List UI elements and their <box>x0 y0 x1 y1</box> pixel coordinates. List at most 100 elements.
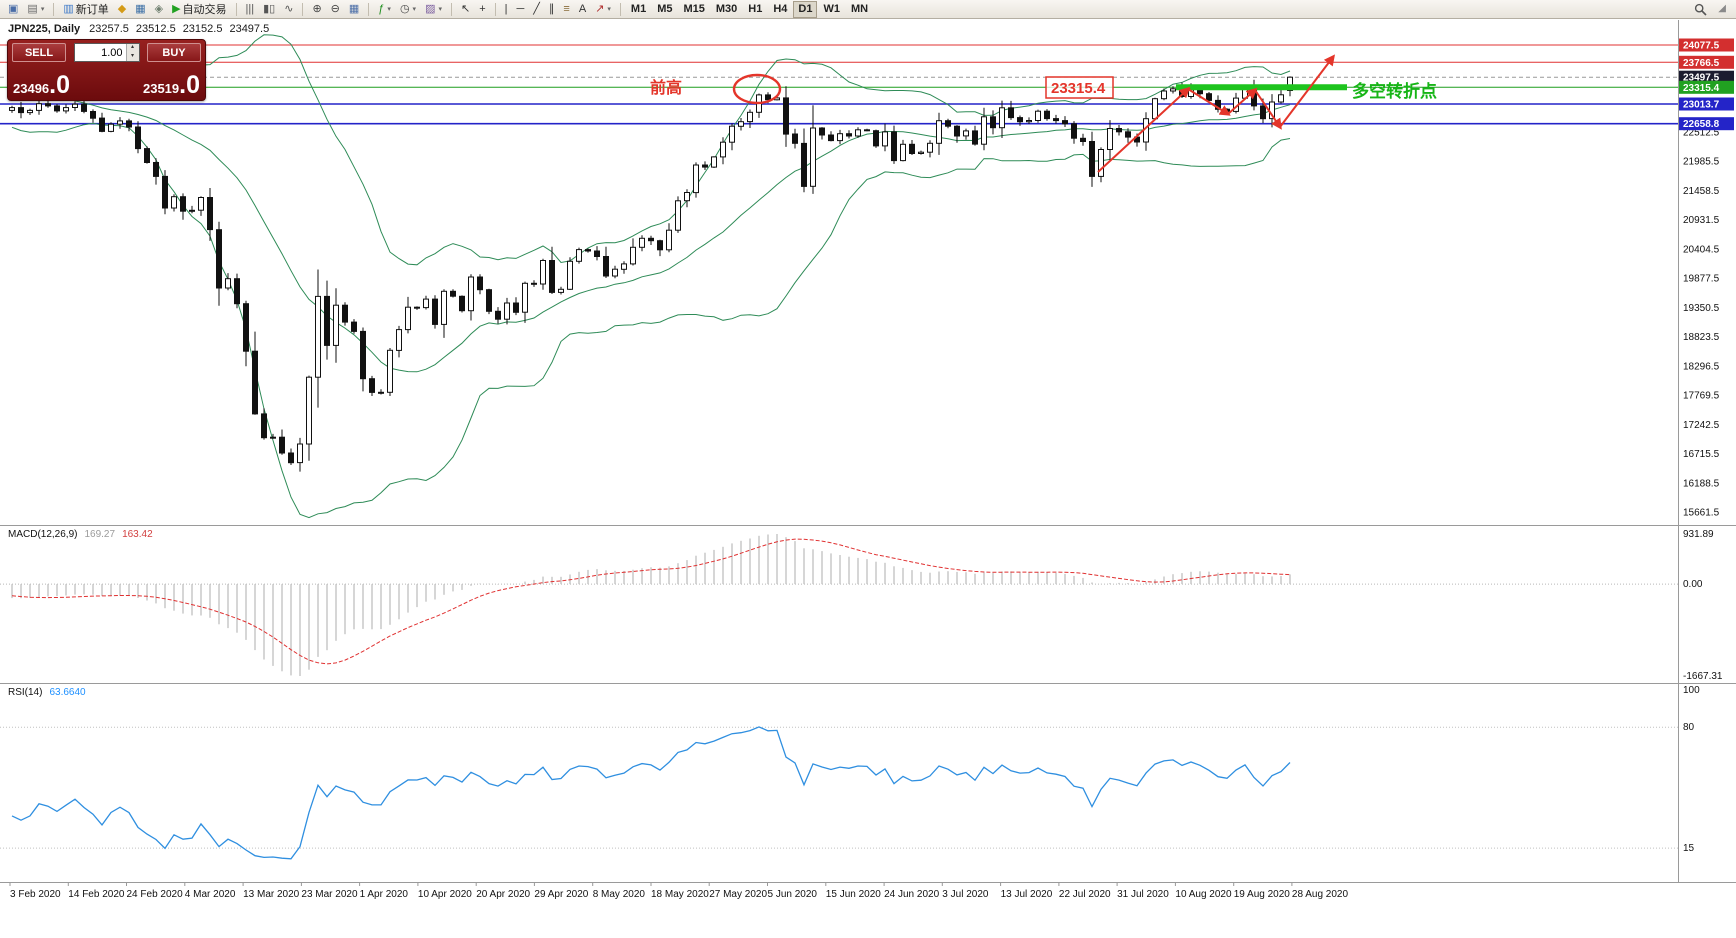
trend-arrow[interactable] <box>1097 86 1191 173</box>
time-axis-label: 14 Feb 2020 <box>68 889 125 900</box>
macd-axis-label: 931.89 <box>1683 529 1714 540</box>
timeframe-m15[interactable]: M15 <box>678 1 709 18</box>
templates-button[interactable]: ▨ ▾ <box>421 1 446 18</box>
new-order-button[interactable]: ▥ 新订单 <box>59 1 112 18</box>
trend-arrow[interactable] <box>1227 87 1258 115</box>
volume-up-icon[interactable]: ▴ <box>126 44 139 53</box>
ohlc-high: 23512.5 <box>135 23 176 35</box>
price-axis-label: 19877.5 <box>1683 274 1720 285</box>
crosshair-icon: + <box>479 2 486 15</box>
timeframe-d1[interactable]: D1 <box>793 0 818 18</box>
volume-input[interactable]: 1.00 ▴ ▾ <box>73 43 140 62</box>
periods-button-dropdown-icon[interactable]: ▾ <box>412 6 417 13</box>
autotrading-button[interactable]: ▶ 自动交易 <box>168 1 230 18</box>
price-tag-label: 24077.5 <box>1683 41 1720 52</box>
bb-lower-band <box>11 122 1291 519</box>
toolbar-groups: ▣ ▤ ▾ ▥ 新订单 ◆ ▦ ◈ ▶ 自动交易 ||| ▮▯ ∿ ⊕ ⊖ ▦ ƒ ▾ ◷ ▾ ▨ ▾ ↖ + | ─ ╱ ∥ ≡ A ↗ ▾… <box>4 0 1690 18</box>
price-tag <box>1679 38 1734 52</box>
toolbar-separator <box>302 2 304 16</box>
price-tag-label: 23315.4 <box>1683 83 1720 94</box>
sell-price[interactable]: 23496 .0 <box>13 73 70 98</box>
buy-button[interactable]: BUY <box>147 43 201 62</box>
time-axis-label: 22 Jul 2020 <box>1059 889 1111 900</box>
line-chart-button[interactable]: ∿ <box>280 1 297 18</box>
templates-button-dropdown-icon[interactable]: ▾ <box>438 6 442 13</box>
arrows-button[interactable]: ↗ ▾ <box>591 1 615 18</box>
price-axis-label: 15661.5 <box>1683 508 1720 519</box>
sell-button[interactable]: SELL <box>12 43 66 62</box>
tile-windows-button[interactable]: ▦ <box>345 1 363 18</box>
candlestick-chart-button[interactable]: ▮▯ <box>259 1 279 18</box>
new-chart-button[interactable]: ▣ <box>4 1 22 18</box>
market-watch-button[interactable]: ◆ <box>114 1 130 18</box>
turning-point-text[interactable]: 多空转折点 <box>1352 81 1437 101</box>
timeframe-m1[interactable]: M1 <box>626 1 651 18</box>
rsi-panel <box>0 726 1678 860</box>
timeframe-mn[interactable]: MN <box>846 1 873 18</box>
macd-main-value: 169.27 <box>84 529 116 540</box>
timeframe-h1[interactable]: H1 <box>743 1 767 18</box>
channel-button[interactable]: ∥ <box>545 1 559 18</box>
periods-button[interactable]: ◷ ▾ <box>396 1 420 18</box>
arrows-button-dropdown-icon[interactable]: ▾ <box>607 6 611 13</box>
crosshair-button[interactable]: + <box>475 1 489 18</box>
indicators-icon: ƒ <box>378 2 385 15</box>
horizontal-levels[interactable] <box>0 44 1678 125</box>
zoom-out-button[interactable]: ⊖ <box>327 1 344 18</box>
macd-panel <box>0 534 1678 676</box>
volume-spinner[interactable]: ▴ ▾ <box>125 44 139 61</box>
price-tag <box>1679 70 1734 84</box>
one-click-top-row: SELL 1.00 ▴ ▾ BUY <box>12 43 201 62</box>
price-axis[interactable]: 22512.5 21985.5 21458.5 20931.5 20404.5 19877… <box>1679 38 1734 855</box>
bar-chart-button[interactable]: ||| <box>242 1 259 18</box>
chart-symbol-period: JPN225, Daily <box>8 23 81 35</box>
indicators-button-dropdown-icon[interactable]: ▾ <box>387 6 391 13</box>
template-icon: ▨ <box>425 2 436 15</box>
fibonacci-button[interactable]: ≡ <box>559 1 573 18</box>
quick-nav-triangle-icon[interactable]: ◢ <box>1718 3 1726 14</box>
level-price-label-box[interactable] <box>1045 76 1114 99</box>
cursor-button[interactable]: ↖ <box>457 1 474 18</box>
trend-arrow[interactable] <box>1279 54 1335 128</box>
vertical-line-button[interactable]: | <box>501 1 512 18</box>
time-axis-label: 10 Aug 2020 <box>1175 889 1232 900</box>
trendline-button[interactable]: ╱ <box>529 1 544 18</box>
rsi-label: RSI(14) 63.6640 <box>8 687 86 698</box>
time-axis[interactable]: 3 Feb 2020 14 Feb 2020 24 Feb 2020 4 Mar 20… <box>9 882 1349 900</box>
chart-profiles-button-dropdown-icon[interactable]: ▾ <box>40 6 45 13</box>
text-button[interactable]: A <box>575 1 590 18</box>
buy-price[interactable]: 23519 .0 <box>143 73 200 98</box>
data-window-button[interactable]: ▦ <box>131 1 149 18</box>
timeframe-w1[interactable]: W1 <box>818 1 845 18</box>
horizontal-line-button[interactable]: ─ <box>513 1 529 18</box>
zoom-in-button[interactable]: ⊕ <box>308 1 325 18</box>
tile-windows-icon: ▦ <box>348 2 360 15</box>
time-axis-label: 18 May 2020 <box>651 889 709 900</box>
candlesticks <box>9 76 1293 472</box>
previous-high-text[interactable]: 前高 <box>650 78 682 97</box>
price-axis-label: 20931.5 <box>1683 215 1720 226</box>
trendline-icon: ╱ <box>533 2 540 15</box>
timeframe-h4[interactable]: H4 <box>768 1 792 18</box>
time-axis-label: 10 Apr 2020 <box>418 889 472 900</box>
trend-arrow[interactable] <box>1187 88 1231 116</box>
navigator-button[interactable]: ◈ <box>151 1 167 18</box>
ohlc-open: 23257.5 <box>89 23 129 35</box>
previous-high-ellipse[interactable] <box>732 73 782 105</box>
cursor-icon: ↖ <box>460 2 471 15</box>
volume-value[interactable]: 1.00 <box>101 47 123 59</box>
price-axis-label: 20404.5 <box>1683 244 1720 255</box>
toolbar-separator <box>368 2 370 16</box>
time-axis-label: 5 Jun 2020 <box>768 889 818 900</box>
trend-arrow[interactable] <box>1254 89 1282 130</box>
toolbar-separator <box>619 2 621 16</box>
timeframe-m5[interactable]: M5 <box>652 1 677 18</box>
bb-upper-band <box>11 34 1291 266</box>
indicators-button[interactable]: ƒ ▾ <box>374 1 395 18</box>
search-button[interactable] <box>1690 1 1711 18</box>
price-axis-label: 21458.5 <box>1683 186 1720 197</box>
volume-down-icon[interactable]: ▾ <box>126 52 139 61</box>
timeframe-m30[interactable]: M30 <box>711 1 742 18</box>
chart-profiles-button[interactable]: ▤ ▾ <box>23 1 48 18</box>
